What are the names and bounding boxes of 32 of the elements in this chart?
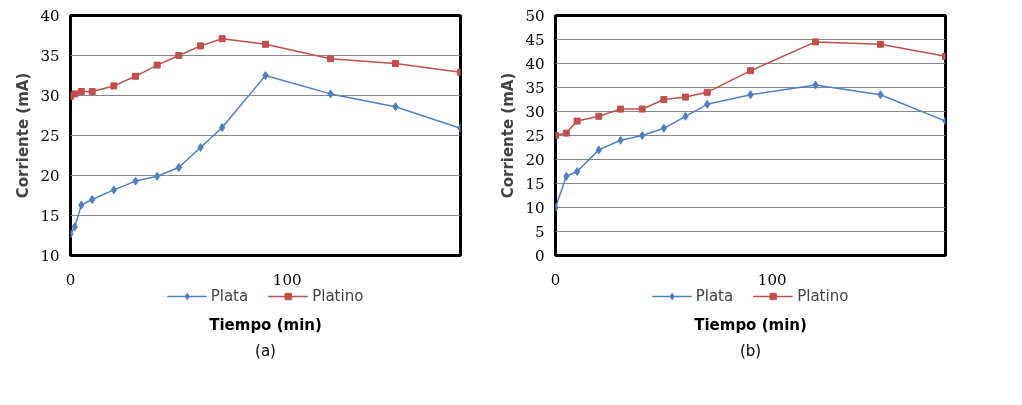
y-tick-label: 30 — [525, 103, 545, 121]
x-tick-label: 100 — [757, 270, 787, 289]
legend-label: Plata — [210, 287, 249, 305]
y-tick-label: 40 — [525, 55, 545, 73]
y-axis-title: Corriente (mA) — [14, 72, 33, 199]
x-axis-title: Tiempo (min) — [209, 316, 322, 335]
legend-label: Platino — [797, 287, 849, 305]
y-tick-label: 10 — [40, 247, 60, 265]
x-tick-label: 100 — [272, 270, 302, 289]
y-tick-label: 45 — [525, 31, 545, 49]
y-tick-label: 10 — [525, 199, 545, 217]
y-tick-label: 35 — [40, 47, 60, 65]
y-tick-label: 25 — [525, 127, 545, 145]
text: (b) — [739, 342, 762, 361]
y-tick-label: 30 — [40, 87, 60, 105]
y-tick-label: 20 — [40, 167, 60, 185]
y-axis-title: Corriente (mA) — [499, 72, 518, 199]
y-tick-label: 25 — [40, 127, 60, 145]
text: (a) — [255, 342, 276, 361]
x-tick-label: 0 — [550, 270, 561, 289]
y-tick-label: 15 — [40, 207, 60, 225]
x-tick-label: 0 — [65, 270, 76, 289]
y-tick-label: 0 — [534, 247, 545, 265]
y-tick-label: 40 — [40, 7, 60, 25]
x-axis-title: Tiempo (min) — [694, 316, 807, 335]
y-tick-label: 50 — [525, 7, 545, 25]
y-tick-label: 20 — [525, 151, 545, 169]
y-tick-label: 35 — [525, 79, 545, 97]
legend-label: Platino — [312, 287, 364, 305]
y-tick-label: 15 — [525, 175, 545, 193]
y-tick-label: 5 — [534, 223, 545, 241]
legend-label: Plata — [695, 287, 734, 305]
